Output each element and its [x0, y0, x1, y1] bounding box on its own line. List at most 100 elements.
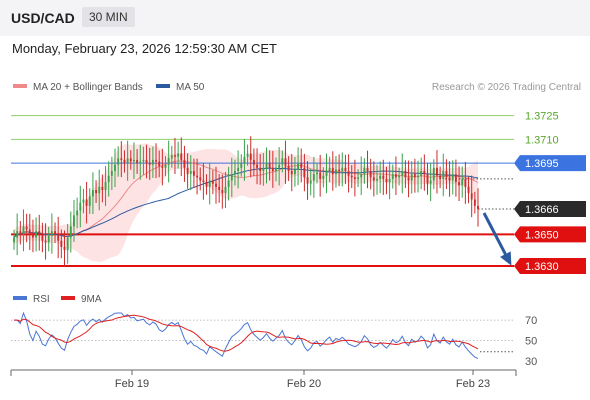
- rsi-line: [14, 311, 479, 360]
- candle-body: [161, 166, 164, 168]
- candle-body: [407, 177, 410, 181]
- candle-body: [88, 196, 91, 206]
- candle-body: [451, 174, 454, 181]
- candle-body: [82, 199, 85, 203]
- candle-body: [215, 183, 217, 187]
- timestamp: Monday, February 23, 2026 12:59:30 AM CE…: [12, 41, 277, 56]
- bollinger-band: [14, 143, 478, 263]
- candle-body: [316, 172, 318, 175]
- candle-body: [174, 155, 176, 157]
- candle-body: [164, 164, 167, 168]
- candle-body: [464, 178, 467, 187]
- candle-body: [262, 167, 265, 171]
- candle-body: [136, 159, 139, 164]
- candle-body: [170, 155, 173, 159]
- candle-body: [454, 174, 457, 183]
- candle-body: [312, 174, 315, 181]
- candle-body: [391, 174, 394, 179]
- candle-body: [467, 186, 470, 194]
- candle-body: [69, 226, 72, 238]
- candle-body: [335, 169, 337, 175]
- candle-body: [404, 171, 407, 178]
- candle-body: [237, 167, 240, 171]
- legend-label: MA 50: [176, 82, 205, 93]
- candle-body: [35, 231, 38, 238]
- candle-body: [139, 161, 142, 164]
- projection-arrowhead: [500, 251, 512, 266]
- candle-body: [328, 167, 331, 171]
- candle-body: [303, 167, 306, 178]
- candle-body: [423, 171, 426, 175]
- candle-body: [63, 247, 66, 251]
- candle-body: [432, 167, 435, 181]
- candle-body: [436, 167, 438, 176]
- level-label: 1.3725: [525, 111, 559, 123]
- candle-body: [385, 178, 388, 183]
- rsi-legend-swatch: [13, 296, 27, 300]
- candle-body: [287, 166, 290, 171]
- candle-body: [218, 186, 221, 190]
- candle-body: [50, 231, 53, 236]
- level-label: 1.3650: [525, 229, 559, 241]
- candle-body: [338, 169, 341, 171]
- candle-body: [309, 180, 312, 184]
- candle-body: [243, 156, 246, 164]
- candle-body: [477, 205, 479, 209]
- legend-swatch: [156, 84, 170, 88]
- candle-body: [44, 240, 47, 243]
- level-label: 1.3666: [525, 204, 559, 216]
- candle-body: [376, 178, 378, 181]
- candle-body: [306, 177, 309, 184]
- ma50-line: [13, 167, 479, 238]
- rsi-legend: RSI 9MA: [13, 294, 102, 305]
- timeframe-badge[interactable]: 30 MIN: [82, 7, 135, 27]
- candle-body: [47, 235, 50, 243]
- x-axis: Feb 19 Feb 20 Feb 23: [10, 369, 517, 390]
- candle-body: [230, 174, 233, 181]
- candle-body: [347, 171, 350, 176]
- candle-body: [259, 167, 262, 171]
- candle-body: [142, 159, 145, 162]
- symbol-label: USD/CAD: [11, 10, 75, 26]
- candle-body: [211, 180, 214, 184]
- candle-body: [439, 175, 442, 179]
- candle-body: [110, 171, 113, 176]
- candle-body: [293, 169, 296, 175]
- candle-body: [363, 167, 366, 175]
- candle-body: [227, 180, 230, 187]
- rsi-tick-label: 50: [525, 336, 537, 348]
- candle-body: [129, 158, 132, 162]
- candle-body: [16, 231, 19, 238]
- candle-body: [281, 158, 284, 165]
- level-labels: 1.3725 1.3710 1.3695 1.3666 1.3650 1.3630: [514, 111, 586, 274]
- candle-body: [189, 171, 192, 175]
- candle-body: [91, 190, 94, 197]
- candle-body: [98, 186, 101, 194]
- candle-body: [205, 182, 208, 187]
- candle-body: [177, 153, 180, 157]
- candle-body: [73, 215, 75, 227]
- ma20-line: [13, 160, 479, 238]
- candle-body: [278, 164, 281, 168]
- candle-body: [85, 199, 88, 206]
- candle-body: [420, 171, 423, 176]
- bollinger-fill: [14, 143, 478, 263]
- level-label: 1.3630: [525, 261, 559, 273]
- candle-body: [101, 186, 104, 190]
- candle-body: [344, 167, 347, 171]
- candle-body: [234, 171, 236, 175]
- candle-body: [79, 202, 82, 211]
- candle-body: [256, 164, 258, 168]
- candle-body: [369, 171, 372, 178]
- candle-body: [13, 237, 15, 243]
- candle-body: [148, 163, 151, 165]
- candle-body: [426, 174, 429, 184]
- candle-body: [473, 199, 476, 206]
- candle-body: [341, 167, 344, 171]
- candle-body: [221, 190, 224, 194]
- rsi-panel: 30 50 70: [11, 311, 537, 368]
- candle-body: [388, 178, 391, 183]
- moving-averages: [13, 160, 479, 238]
- candle-body: [297, 163, 300, 170]
